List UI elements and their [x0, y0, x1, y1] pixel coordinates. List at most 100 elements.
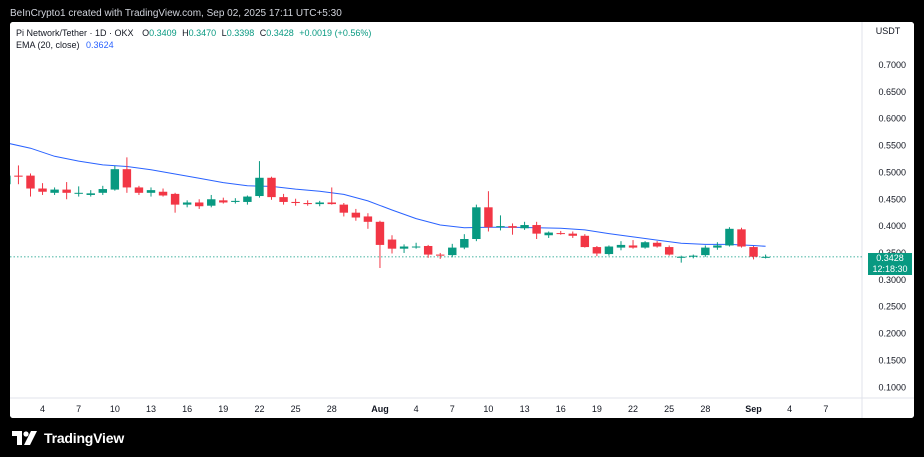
- candle-up: [701, 247, 710, 256]
- candle-up: [725, 228, 734, 246]
- candle-down: [363, 216, 373, 222]
- candle-up: [496, 226, 505, 228]
- candle-down: [351, 212, 361, 218]
- x-tick-label: 28: [327, 404, 337, 414]
- candle-up: [231, 200, 240, 202]
- candle-down: [508, 226, 517, 228]
- symbol-title[interactable]: Pi Network/Tether · 1D · OKX: [16, 28, 134, 38]
- price-chart[interactable]: USDT0.10000.15000.20000.25000.30000.3500…: [10, 22, 914, 418]
- low-value: 0.3398: [226, 28, 255, 38]
- y-tick-label: 0.7000: [878, 60, 906, 70]
- candle-down: [436, 254, 445, 256]
- candle-up: [411, 246, 421, 248]
- chart-panel[interactable]: USDT0.10000.15000.20000.25000.30000.3500…: [10, 22, 914, 418]
- y-tick-label: 0.2000: [878, 329, 906, 339]
- x-tick-label: 25: [291, 404, 301, 414]
- candle-down: [375, 221, 385, 245]
- x-tick-label: 22: [254, 404, 264, 414]
- candle-down: [194, 202, 204, 207]
- candle-up: [616, 244, 626, 248]
- y-tick-label: 0.5500: [878, 141, 906, 151]
- high-label: H: [182, 28, 189, 38]
- candle-down: [26, 175, 35, 189]
- chart-background: [10, 22, 914, 418]
- candle-up: [74, 192, 83, 194]
- candle-down: [532, 225, 541, 234]
- candle-up: [448, 247, 457, 256]
- x-tick-label: 7: [450, 404, 455, 414]
- candle-up: [98, 189, 108, 193]
- x-tick-label: 16: [556, 404, 566, 414]
- x-tick-label: 19: [592, 404, 602, 414]
- candle-down: [484, 207, 493, 228]
- candle-down: [749, 247, 758, 257]
- x-tick-label: 4: [787, 404, 792, 414]
- y-tick-label: 0.5000: [878, 167, 906, 177]
- candle-up: [472, 207, 481, 240]
- candle-down: [303, 203, 312, 205]
- x-tick-label: 13: [146, 404, 156, 414]
- candle-up: [761, 256, 770, 258]
- candle-down: [580, 235, 590, 248]
- candle-up: [544, 232, 553, 236]
- bar-countdown: 12:18:30: [872, 263, 908, 274]
- candle-down: [14, 175, 23, 177]
- x-tick-label: 10: [483, 404, 493, 414]
- candle-up: [604, 246, 614, 255]
- close-label: C: [259, 28, 267, 38]
- candle-up: [315, 202, 324, 205]
- candle-up: [50, 189, 59, 193]
- candle-up: [243, 196, 252, 202]
- x-tick-label: 13: [520, 404, 530, 414]
- last-price-value: 0.3428: [876, 252, 904, 263]
- candle-down: [339, 204, 349, 213]
- x-tick-label: 16: [182, 404, 192, 414]
- ema-label[interactable]: EMA (20, close): [16, 40, 80, 50]
- candle-down: [279, 197, 288, 202]
- candle-down: [556, 233, 565, 235]
- close-value: 0.3428: [266, 28, 294, 38]
- candle-down: [122, 169, 132, 188]
- candle-down: [158, 191, 168, 196]
- ema-line: [10, 143, 766, 247]
- candle-down: [38, 188, 47, 192]
- x-tick-label: 10: [110, 404, 120, 414]
- candle-up: [640, 242, 650, 248]
- candle-up: [207, 199, 216, 206]
- tradingview-brand-text[interactable]: TradingView: [44, 430, 125, 446]
- change-value: +0.0019 (+0.56%): [299, 28, 372, 38]
- tradingview-logo-icon[interactable]: [12, 431, 38, 445]
- footer: TradingView: [12, 430, 124, 446]
- candle-down: [737, 229, 746, 247]
- y-tick-label: 0.4000: [878, 221, 906, 231]
- y-tick-label: 0.2500: [878, 302, 906, 312]
- candle-down: [134, 187, 144, 193]
- y-tick-label: 0.1500: [878, 355, 906, 365]
- y-tick-label: 0.1000: [878, 382, 906, 392]
- candle-down: [387, 239, 397, 249]
- candle-down: [219, 200, 228, 203]
- x-tick-label: 4: [40, 404, 45, 414]
- candle-down: [423, 245, 433, 255]
- x-tick-label: 4: [414, 404, 419, 414]
- candle-down: [291, 201, 300, 204]
- x-tick-label: 7: [823, 404, 828, 414]
- x-tick-label: 25: [664, 404, 674, 414]
- candle-up: [255, 177, 264, 197]
- candle-down: [327, 202, 336, 205]
- candle-down: [267, 177, 276, 198]
- y-tick-label: 0.4500: [878, 194, 906, 204]
- y-tick-label: 0.6000: [878, 114, 906, 124]
- open-label: O: [142, 28, 150, 38]
- x-tick-label: Sep: [745, 404, 762, 414]
- x-tick-label: 19: [218, 404, 228, 414]
- x-tick-label: 22: [628, 404, 638, 414]
- candle-down: [62, 189, 71, 193]
- x-tick-label: 28: [700, 404, 710, 414]
- currency-label: USDT: [876, 26, 901, 36]
- candle-down: [664, 247, 674, 255]
- candle-up: [86, 193, 95, 195]
- candle-down: [592, 247, 602, 254]
- candle-up: [713, 245, 722, 248]
